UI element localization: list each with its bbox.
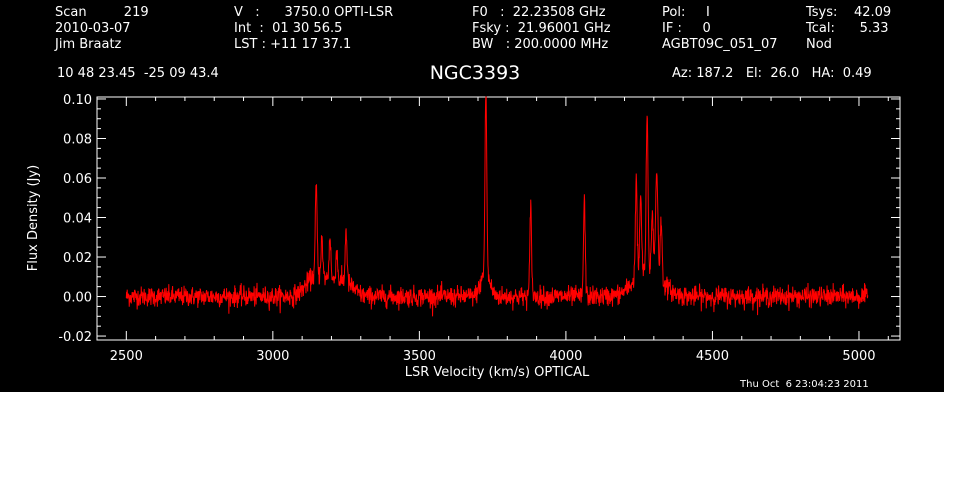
plot-frame xyxy=(96,96,901,341)
y-axis-label: Flux Density (Jy) xyxy=(26,165,41,271)
y-tick-label: 0.04 xyxy=(63,212,92,227)
y-tick-label: 0.10 xyxy=(63,93,92,108)
plot-timestamp: Thu Oct 6 23:04:23 2011 xyxy=(740,379,869,390)
header-proc: Nod xyxy=(806,37,832,52)
header-pointing: Az: 187.2 El: 26.0 HA: 0.49 xyxy=(672,66,872,81)
y-tick-label: 0.02 xyxy=(63,251,92,266)
header-scan: Scan 219 xyxy=(55,5,149,20)
header-velocity: V : 3750.0 OPTI-LSR xyxy=(234,5,394,20)
x-tick-label: 5000 xyxy=(842,349,875,364)
y-tick-label: 0.08 xyxy=(63,132,92,147)
y-tick-label: 0.06 xyxy=(63,172,92,187)
header-polarization: Pol: I xyxy=(662,5,710,20)
header-tcal: Tcal: 5.33 xyxy=(806,21,889,36)
header-coordinates: 10 48 23.45 -25 09 43.4 xyxy=(57,66,219,81)
header-bandwidth: BW : 200.0000 MHz xyxy=(472,37,609,52)
header-project: AGBT09C_051_07 xyxy=(662,37,778,52)
header-rest-freq: F0 : 22.23508 GHz xyxy=(472,5,606,20)
chart-series xyxy=(125,96,869,317)
header-lst: LST : +11 17 37.1 xyxy=(234,37,352,52)
plot-background xyxy=(0,0,944,392)
chart-axes: 2500 3000 3500 4000 4500 5000 -0.02 0.00 0.02 0.0… xyxy=(58,93,901,364)
spectrum-chart: 2500 3000 3500 4000 4500 5000 -0.02 0.00 0.02 0.0… xyxy=(26,93,901,380)
x-tick-label: 4000 xyxy=(549,349,582,364)
header-if: IF : 0 xyxy=(662,21,711,36)
spectrum-line xyxy=(125,96,869,317)
x-tick-label: 3000 xyxy=(256,349,289,364)
x-tick-label: 2500 xyxy=(110,349,143,364)
x-tick-label: 3500 xyxy=(403,349,436,364)
header-integration: Int : 01 30 56.5 xyxy=(234,21,343,36)
chart-title: NGC3393 xyxy=(429,62,521,84)
y-tick-label: 0.00 xyxy=(63,291,92,306)
header-sky-freq: Fsky : 21.96001 GHz xyxy=(472,21,611,36)
header-observer: Jim Braatz xyxy=(55,37,122,52)
header-tsys: Tsys: 42.09 xyxy=(806,5,892,20)
y-tick-label: -0.02 xyxy=(58,330,92,345)
x-tick-label: 4500 xyxy=(696,349,729,364)
header-date: 2010-03-07 xyxy=(55,21,131,36)
x-axis-label: LSR Velocity (km/s) OPTICAL xyxy=(405,365,590,380)
